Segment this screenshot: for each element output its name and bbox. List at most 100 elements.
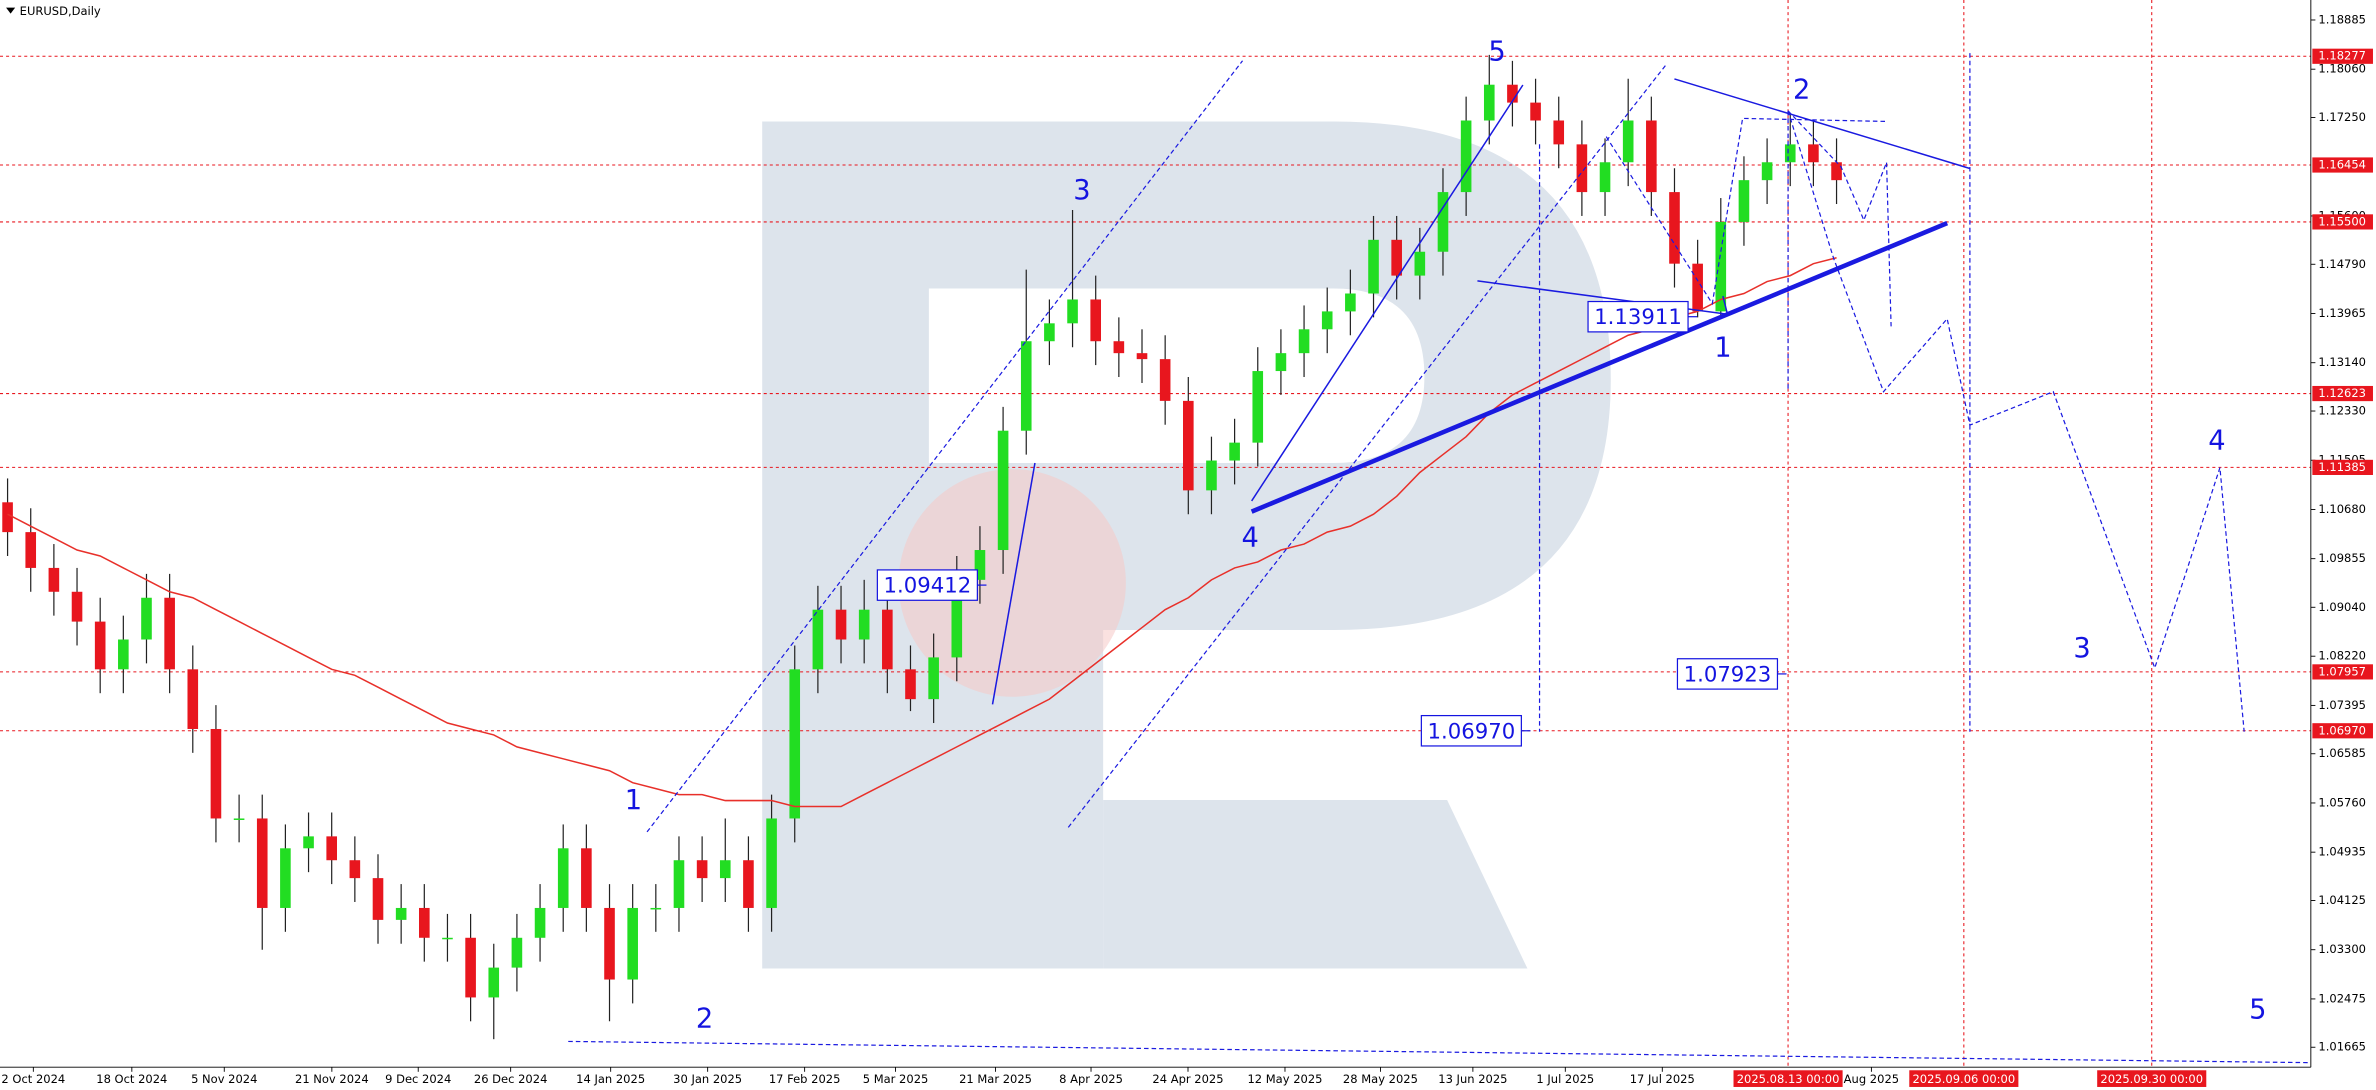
level-label: 1.15500 — [2318, 214, 2366, 228]
wave-label: 1 — [625, 785, 642, 816]
candle-body — [673, 860, 685, 908]
channel-line — [1067, 63, 1668, 828]
level-label: 1.11385 — [2318, 460, 2366, 474]
triangle-line — [1477, 280, 1729, 316]
candle-body — [25, 532, 37, 568]
candle-body — [419, 907, 430, 938]
x-tick-label: 17 Jul 2025 — [1630, 1072, 1695, 1086]
y-tick-label: 1.12330 — [2318, 404, 2366, 418]
candle-body — [511, 937, 523, 968]
level-tag — [2312, 459, 2373, 475]
candle-body — [1321, 311, 1333, 330]
candle-body — [650, 907, 662, 910]
level-label: 1.12623 — [2318, 386, 2366, 400]
candle-body — [835, 609, 847, 640]
x-tick-label: 2 Oct 2024 — [1, 1072, 65, 1086]
candle-body — [1460, 120, 1472, 193]
price-label-box — [1587, 300, 1689, 333]
candle-body — [1252, 371, 1264, 443]
wave-label: 5 — [1488, 37, 1505, 68]
forecast-path — [1787, 110, 2245, 732]
y-tick-label: 1.07395 — [2318, 698, 2366, 712]
y-tick-label: 1.18060 — [2318, 62, 2366, 76]
logo-leg — [1103, 800, 1528, 969]
candle-body — [1044, 323, 1055, 342]
y-tick-label: 1.10680 — [2318, 502, 2366, 516]
wave-label: 2 — [1793, 75, 1810, 106]
candle-body — [303, 836, 314, 849]
candle-body — [1553, 120, 1565, 145]
candle-body — [1599, 162, 1611, 193]
candle-body — [1784, 144, 1796, 163]
candle-body — [604, 907, 615, 980]
date-marker-tag — [2097, 1070, 2207, 1087]
candle-body — [581, 848, 592, 908]
level-tag — [2312, 214, 2373, 230]
candle-body — [858, 609, 870, 640]
candle-body — [1067, 299, 1078, 324]
x-tick-label: 5 Mar 2025 — [863, 1072, 929, 1086]
x-tick-label: 24 Apr 2025 — [1152, 1072, 1223, 1086]
candle-body — [1808, 144, 1819, 163]
candle-body — [210, 728, 222, 819]
candle-body — [349, 860, 361, 879]
y-tick-label: 1.03300 — [2318, 942, 2366, 956]
candle-body — [1206, 460, 1217, 491]
level-label: 1.06970 — [2318, 723, 2366, 737]
y-tick-label: 1.04125 — [2318, 893, 2366, 907]
candle-body — [280, 848, 291, 908]
x-tick-label: 18 Oct 2024 — [96, 1072, 167, 1086]
candle-body — [1391, 239, 1402, 276]
y-tick-label: 1.17250 — [2318, 110, 2366, 124]
candle-body — [1345, 293, 1356, 312]
candle-body — [1576, 144, 1588, 193]
price-label: 1.06970 — [1428, 719, 1516, 744]
y-tick-label: 1.01665 — [2318, 1040, 2366, 1054]
candle-body — [1507, 84, 1518, 103]
candle-body — [48, 567, 60, 592]
y-tick-label: 1.04935 — [2318, 845, 2366, 859]
candle-body — [1646, 120, 1657, 193]
x-tick-label: Aug 2025 — [1844, 1072, 1899, 1086]
menu-arrow[interactable] — [6, 7, 16, 14]
forecast-path — [1787, 110, 1892, 327]
x-tick-label: 21 Mar 2025 — [959, 1072, 1032, 1086]
x-tick-label: 21 Nov 2024 — [295, 1072, 369, 1086]
wave-label: 5 — [2249, 995, 2266, 1026]
level-label: 1.16454 — [2318, 157, 2366, 171]
candle-body — [233, 818, 245, 820]
candle-body — [905, 669, 916, 700]
y-tick-label: 1.18885 — [2318, 12, 2366, 26]
candle-body — [141, 597, 152, 640]
level-tag — [2312, 48, 2373, 64]
candle-body — [696, 860, 708, 879]
x-tick-label: 13 Jun 2025 — [1438, 1072, 1507, 1086]
price-label-box — [1420, 714, 1522, 747]
candle-body — [1136, 353, 1148, 360]
candle-body — [951, 579, 963, 658]
date-marker-label: 2025.09.06 00:00 — [1912, 1072, 2015, 1086]
candle-body — [1738, 180, 1750, 222]
candle-body — [1275, 353, 1287, 372]
x-tick-label: 30 Jan 2025 — [673, 1072, 742, 1086]
date-marker-label: 2025.08.13 00:00 — [1737, 1072, 1840, 1086]
wave-label: 4 — [1241, 522, 1258, 553]
candle-body — [1183, 400, 1194, 491]
triangle-line — [1674, 78, 1971, 170]
y-tick-label: 1.09040 — [2318, 600, 2366, 614]
candle-body — [627, 907, 638, 980]
trend-line — [1250, 221, 1949, 514]
x-tick-label: 12 May 2025 — [1247, 1072, 1322, 1086]
candle-body — [743, 860, 754, 908]
price-label-box — [1676, 658, 1779, 690]
price-label: 1.07923 — [1684, 662, 1772, 687]
candle-body — [997, 430, 1009, 551]
y-tick-label: 1.14790 — [2318, 257, 2366, 271]
support-line — [568, 1040, 2311, 1064]
candle-body — [1229, 442, 1240, 461]
candle-body — [118, 639, 129, 670]
candle-body — [1692, 263, 1703, 312]
channel-line — [646, 60, 1244, 833]
